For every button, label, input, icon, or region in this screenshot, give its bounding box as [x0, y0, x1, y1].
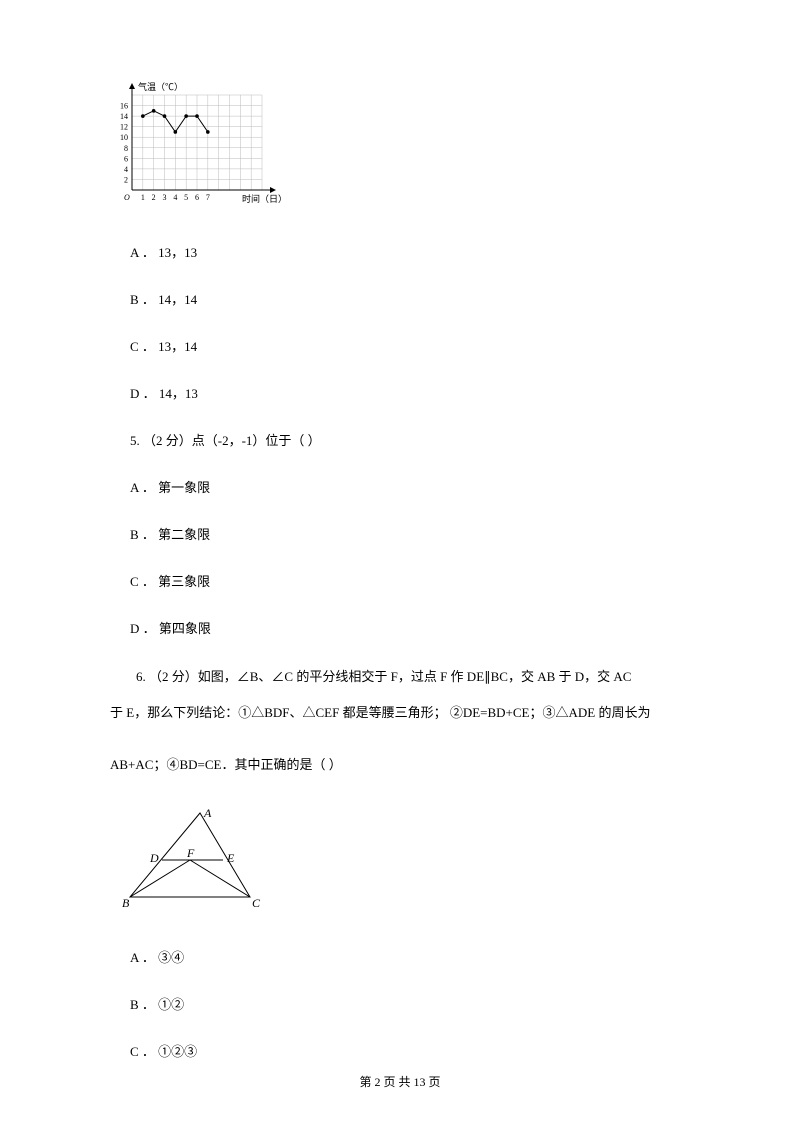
q4-option-b: B ． 14，14	[130, 289, 700, 308]
triangle-diagram: A B C D E F	[120, 805, 700, 919]
svg-text:8: 8	[124, 144, 128, 153]
svg-text:10: 10	[120, 133, 128, 142]
svg-text:B: B	[122, 896, 130, 910]
q6-option-b: B ． ①②	[130, 994, 700, 1013]
svg-text:A: A	[203, 806, 212, 820]
svg-text:E: E	[226, 851, 235, 865]
svg-text:O: O	[124, 193, 130, 202]
svg-text:4: 4	[173, 193, 177, 202]
svg-text:2: 2	[124, 175, 128, 184]
q6-option-a: A ． ③④	[130, 947, 700, 966]
q5-option-d: D ． 第四象限	[130, 618, 700, 637]
q6-stem-line3: AB+AC；④BD=CE．其中正确的是（ ）	[110, 753, 700, 777]
svg-text:D: D	[149, 851, 159, 865]
svg-text:C: C	[252, 896, 261, 910]
q5-option-c: C ． 第三象限	[130, 571, 700, 590]
svg-text:F: F	[186, 846, 195, 860]
temperature-chart: 2468101214161234567O气温（℃）时间（日）	[110, 80, 700, 214]
q5-stem: 5. （2 分）点（-2，-1）位于（ ）	[130, 430, 700, 449]
q6-stem-line1: 6. （2 分）如图，∠B、∠C 的平分线相交于 F，过点 F 作 DE∥BC，…	[110, 665, 700, 689]
q4-option-d: D ． 14，13	[130, 383, 700, 402]
svg-text:16: 16	[120, 102, 128, 111]
q4-option-c: C ． 13，14	[130, 336, 700, 355]
svg-text:7: 7	[206, 193, 210, 202]
svg-text:12: 12	[120, 123, 128, 132]
svg-text:4: 4	[124, 165, 128, 174]
svg-text:6: 6	[195, 193, 199, 202]
page-footer: 第 2 页 共 13 页	[0, 1073, 800, 1090]
svg-text:1: 1	[141, 193, 145, 202]
svg-text:2: 2	[152, 193, 156, 202]
svg-text:时间（日）: 时间（日）	[242, 193, 287, 204]
q5-option-a: A ． 第一象限	[130, 477, 700, 496]
svg-text:气温（℃）: 气温（℃）	[138, 81, 183, 92]
svg-text:6: 6	[124, 154, 128, 163]
svg-text:14: 14	[120, 112, 128, 121]
q6-option-c: C ． ①②③	[130, 1041, 700, 1060]
svg-text:5: 5	[184, 193, 188, 202]
q4-option-a: A ． 13，13	[130, 242, 700, 261]
svg-text:3: 3	[163, 193, 167, 202]
q6-stem-line2: 于 E，那么下列结论：①△BDF、△CEF 都是等腰三角形； ②DE=BD+CE…	[110, 701, 700, 725]
q5-option-b: B ． 第二象限	[130, 524, 700, 543]
